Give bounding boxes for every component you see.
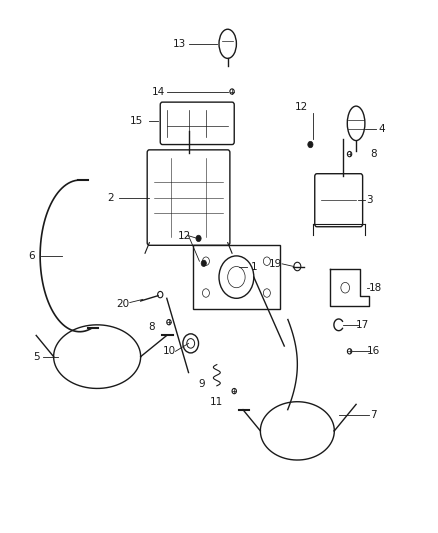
Text: 11: 11 bbox=[210, 397, 223, 407]
Text: 6: 6 bbox=[28, 251, 35, 261]
Text: 2: 2 bbox=[107, 192, 113, 203]
Text: 20: 20 bbox=[117, 298, 130, 309]
Bar bbox=[193, 245, 280, 309]
Text: 16: 16 bbox=[367, 346, 380, 357]
Text: 7: 7 bbox=[370, 410, 377, 420]
Text: 14: 14 bbox=[152, 86, 165, 96]
Circle shape bbox=[196, 235, 201, 241]
Text: 8: 8 bbox=[148, 322, 155, 333]
Circle shape bbox=[308, 141, 313, 148]
Text: 15: 15 bbox=[130, 116, 143, 126]
Circle shape bbox=[201, 260, 206, 266]
Text: 4: 4 bbox=[379, 124, 385, 134]
Text: 17: 17 bbox=[356, 320, 369, 330]
Text: 18: 18 bbox=[369, 282, 382, 293]
Text: 10: 10 bbox=[162, 346, 176, 357]
Text: 19: 19 bbox=[269, 259, 282, 269]
Text: 13: 13 bbox=[173, 39, 187, 49]
Text: 12: 12 bbox=[295, 102, 308, 112]
Text: 3: 3 bbox=[366, 195, 372, 205]
Text: 12: 12 bbox=[177, 231, 191, 241]
Text: 9: 9 bbox=[198, 379, 205, 389]
Text: 5: 5 bbox=[33, 352, 39, 361]
Text: 1: 1 bbox=[251, 262, 257, 271]
Text: 8: 8 bbox=[370, 149, 377, 159]
